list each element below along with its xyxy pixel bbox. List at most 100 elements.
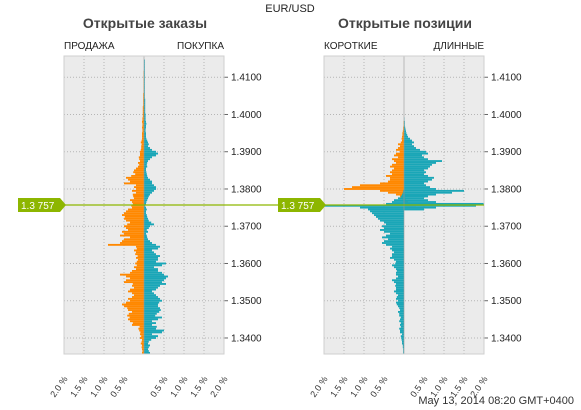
histogram-bar xyxy=(396,148,404,151)
histogram-bar xyxy=(127,307,144,310)
orders-plot: 2.0 %1.5 %1.0 %0.5 % 0.5 %1.0 %1.5 %2.0 %… xyxy=(48,55,262,399)
histogram-bar xyxy=(398,294,404,297)
histogram-bar xyxy=(144,290,152,293)
histogram-bar xyxy=(404,152,428,155)
histogram-bar xyxy=(144,325,157,328)
histogram-bar xyxy=(404,128,406,131)
histogram-bar xyxy=(136,264,144,267)
histogram-bar xyxy=(144,212,146,215)
histogram-bar xyxy=(394,160,404,162)
histogram-bar xyxy=(134,186,144,189)
histogram-bar xyxy=(144,299,162,302)
histogram-bar xyxy=(143,104,144,107)
histogram-bar xyxy=(380,219,404,222)
histogram-bar xyxy=(142,121,144,123)
histogram-bar xyxy=(143,102,144,105)
histogram-bar xyxy=(404,184,426,187)
histogram-bar xyxy=(144,139,148,142)
histogram-bar xyxy=(144,277,166,280)
histogram-bar xyxy=(128,290,144,293)
histogram-bar xyxy=(144,286,158,289)
histogram-bar xyxy=(144,70,145,73)
histogram-bar xyxy=(396,303,404,306)
histogram-bar xyxy=(144,294,156,297)
histogram-bar xyxy=(144,340,149,343)
histogram-bar xyxy=(396,277,404,280)
histogram-bar xyxy=(130,320,144,323)
histogram-bar xyxy=(144,245,160,248)
histogram-bar xyxy=(138,156,144,159)
histogram-bar xyxy=(135,262,144,265)
histogram-bar xyxy=(130,180,144,183)
histogram-bar xyxy=(392,169,404,172)
histogram-bar xyxy=(390,178,404,181)
histogram-bar xyxy=(144,350,149,352)
pair-title: EUR/USD xyxy=(265,3,315,15)
histogram-bar xyxy=(144,107,146,110)
histogram-bar xyxy=(402,191,404,194)
histogram-bar xyxy=(144,310,160,313)
histogram-bar xyxy=(144,288,156,291)
histogram-bar xyxy=(131,204,144,207)
histogram-bar xyxy=(130,288,144,291)
histogram-bar xyxy=(126,227,144,230)
histogram-bar xyxy=(144,273,164,276)
y-tick-label: 1.3700 xyxy=(231,222,262,233)
histogram-bar xyxy=(144,96,145,99)
histogram-bar xyxy=(128,318,144,321)
histogram-bar xyxy=(396,271,404,274)
histogram-bar xyxy=(372,212,404,215)
histogram-bar xyxy=(144,111,146,114)
histogram-bar xyxy=(395,262,404,265)
histogram-bar xyxy=(144,128,146,131)
histogram-bar xyxy=(144,262,166,265)
x-tick-label: 1.0 % xyxy=(168,374,189,399)
histogram-bar xyxy=(136,167,144,170)
histogram-bar xyxy=(404,124,405,127)
histogram-bar xyxy=(404,161,436,164)
histogram-bar xyxy=(403,350,404,352)
histogram-bar xyxy=(130,236,144,239)
histogram-bar xyxy=(144,126,146,129)
histogram-bar xyxy=(144,344,150,347)
histogram-bar xyxy=(136,191,144,194)
histogram-bar xyxy=(136,245,144,248)
histogram-bar xyxy=(144,117,146,120)
x-tick-label: 1.5 % xyxy=(328,374,349,399)
histogram-bar xyxy=(142,134,144,136)
histogram-bar xyxy=(386,175,404,177)
histogram-bar xyxy=(392,249,404,252)
histogram-bar xyxy=(400,322,404,325)
histogram-bar xyxy=(404,139,412,142)
histogram-bar xyxy=(144,217,148,220)
y-tick-label: 1.3600 xyxy=(231,259,262,270)
histogram-bar xyxy=(382,236,404,239)
histogram-bar xyxy=(386,202,404,205)
histogram-bar xyxy=(129,316,144,319)
histogram-bar xyxy=(401,137,404,140)
histogram-bar xyxy=(144,284,160,287)
histogram-bar xyxy=(403,351,404,354)
histogram-bar xyxy=(120,242,144,244)
histogram-bar xyxy=(144,191,152,194)
histogram-bar xyxy=(139,329,144,332)
histogram-bar xyxy=(396,268,404,271)
histogram-bar xyxy=(404,158,428,161)
histogram-bar xyxy=(144,270,158,272)
histogram-bar xyxy=(144,329,164,332)
histogram-bar xyxy=(404,199,428,202)
histogram-bar xyxy=(400,335,404,338)
histogram-bar xyxy=(376,215,404,218)
histogram-bar xyxy=(144,264,162,267)
histogram-bar xyxy=(128,208,144,211)
histogram-bar xyxy=(392,279,404,282)
histogram-bar xyxy=(404,122,405,125)
histogram-bar xyxy=(404,135,408,138)
histogram-bar xyxy=(380,229,404,231)
histogram-bar xyxy=(142,115,144,118)
histogram-bar xyxy=(400,145,404,148)
histogram-bar xyxy=(143,93,144,95)
histogram-bar xyxy=(142,338,144,341)
histogram-bar xyxy=(398,299,404,302)
histogram-bar xyxy=(144,134,146,136)
